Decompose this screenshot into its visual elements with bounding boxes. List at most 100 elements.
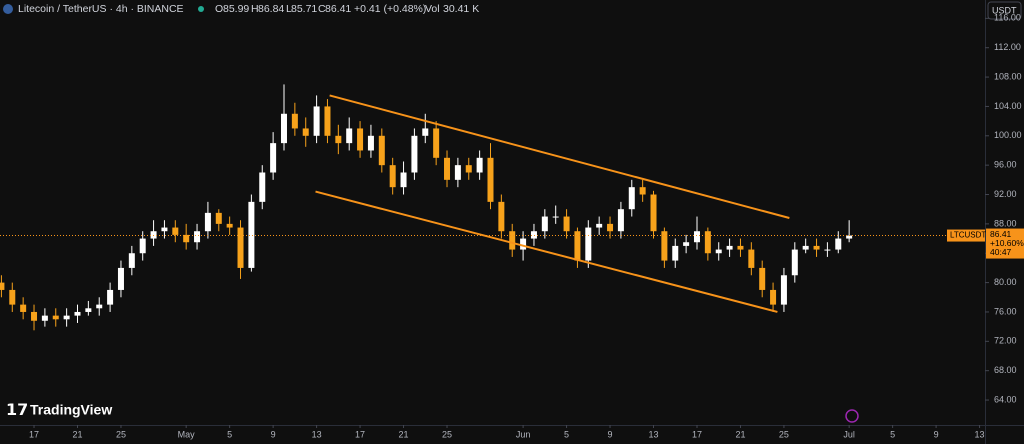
candle-body xyxy=(226,223,233,228)
candle-body xyxy=(607,223,614,232)
candle-body xyxy=(107,289,114,305)
candle-body xyxy=(194,231,201,243)
candle-body xyxy=(693,231,700,243)
candle-body xyxy=(41,315,48,321)
legend-value: 86.41 xyxy=(325,3,351,15)
legend-label: H xyxy=(251,3,259,15)
candle-body xyxy=(389,165,396,188)
candle-body xyxy=(520,238,527,250)
x-tick-label: 21 xyxy=(72,429,82,439)
candle-body xyxy=(139,238,146,254)
candle-body xyxy=(96,304,103,309)
candle-body xyxy=(378,135,385,166)
candle-body xyxy=(672,245,679,261)
y-tick-label: 108.00 xyxy=(994,71,1022,81)
candle-body xyxy=(574,231,581,261)
candle-body xyxy=(9,289,16,305)
candle-body xyxy=(259,172,266,202)
alert-icon xyxy=(845,409,859,423)
candle-body xyxy=(270,143,277,173)
candle-body xyxy=(770,289,777,305)
price-tag-countdown: 40:47 xyxy=(990,247,1012,257)
candle-body xyxy=(215,212,222,224)
y-tick-label: 104.00 xyxy=(994,101,1022,111)
y-tick-label: 76.00 xyxy=(994,306,1017,316)
candle-body xyxy=(802,245,809,250)
candle-body xyxy=(780,275,787,305)
candle-body xyxy=(150,231,157,239)
plot-area xyxy=(0,84,853,331)
legend-value: 86.84 xyxy=(258,3,284,15)
candle-body xyxy=(650,194,657,232)
candle-body xyxy=(172,227,179,235)
x-tick-label: May xyxy=(178,429,196,439)
candle-body xyxy=(20,304,27,312)
candle-body xyxy=(585,227,592,261)
price-tag-value: 86.41 xyxy=(990,229,1012,239)
x-tick-label: 5 xyxy=(890,429,895,439)
legend-label: O xyxy=(215,3,223,15)
legend-label: Vol xyxy=(425,3,440,15)
candle-body xyxy=(715,249,722,254)
candle-body xyxy=(661,231,668,261)
brand-logo: 𝟭𝟳 xyxy=(6,402,28,419)
x-tick-label: 25 xyxy=(442,429,452,439)
x-tick-label: 17 xyxy=(692,429,702,439)
candle-body xyxy=(85,308,92,312)
y-tick-label: 92.00 xyxy=(994,189,1017,199)
candle-body xyxy=(291,113,298,129)
currency-button-box[interactable] xyxy=(987,1,1022,20)
legend-value: 85.71 xyxy=(291,3,317,15)
candle-body xyxy=(824,249,831,251)
candle-body xyxy=(400,172,407,188)
candle-body xyxy=(487,157,494,202)
candle-body xyxy=(704,231,711,254)
x-tick-label: 13 xyxy=(975,429,985,439)
x-tick-label: 13 xyxy=(312,429,322,439)
candle-body xyxy=(357,128,364,151)
legend-label: C xyxy=(318,3,326,15)
y-tick-label: 96.00 xyxy=(994,160,1017,170)
trendline xyxy=(329,94,790,219)
x-tick-label: Jun xyxy=(516,429,531,439)
status-dot xyxy=(198,6,204,12)
candle-body xyxy=(367,135,374,151)
y-tick-label: 72.00 xyxy=(994,336,1017,346)
candle-body xyxy=(813,245,820,250)
y-tick-label: 68.00 xyxy=(994,365,1017,375)
candle-body xyxy=(846,235,853,239)
candle-body xyxy=(596,223,603,228)
brand-name: TradingView xyxy=(30,402,112,418)
x-tick-label: 5 xyxy=(564,429,569,439)
symbol-tag xyxy=(947,229,985,242)
x-tick-label: 17 xyxy=(29,429,39,439)
price-tag-change: +10.60% xyxy=(990,238,1024,248)
candle-body xyxy=(248,201,255,268)
candle-body xyxy=(63,315,70,320)
currency-button-label[interactable]: USDT xyxy=(992,5,1017,15)
price-tag xyxy=(986,228,1024,259)
y-tick-label: 64.00 xyxy=(994,394,1017,404)
x-tick-label: 5 xyxy=(227,429,232,439)
candle-body xyxy=(465,165,472,173)
candle-body xyxy=(204,212,211,232)
x-tick-label: 9 xyxy=(608,429,613,439)
candle-body xyxy=(0,282,5,290)
currency-button[interactable]: USDT xyxy=(987,1,1022,20)
candle-body xyxy=(791,249,798,276)
legend-value: 85.99 xyxy=(223,3,249,15)
candle-body xyxy=(411,135,418,173)
x-tick-label: 13 xyxy=(649,429,659,439)
candle-body xyxy=(117,267,124,290)
y-tick-label: 80.00 xyxy=(994,277,1017,287)
candle-body xyxy=(639,187,646,195)
candle-body xyxy=(759,267,766,290)
candle-body xyxy=(530,231,537,239)
candle-body xyxy=(498,201,505,232)
candle-body xyxy=(444,157,451,180)
candle-body xyxy=(563,216,570,232)
chart-title: Litecoin / TetherUS · 4h · BINANCE xyxy=(18,3,184,15)
candle-body xyxy=(313,106,320,136)
candle-body xyxy=(302,128,309,136)
y-tick-label: 112.00 xyxy=(994,42,1021,52)
